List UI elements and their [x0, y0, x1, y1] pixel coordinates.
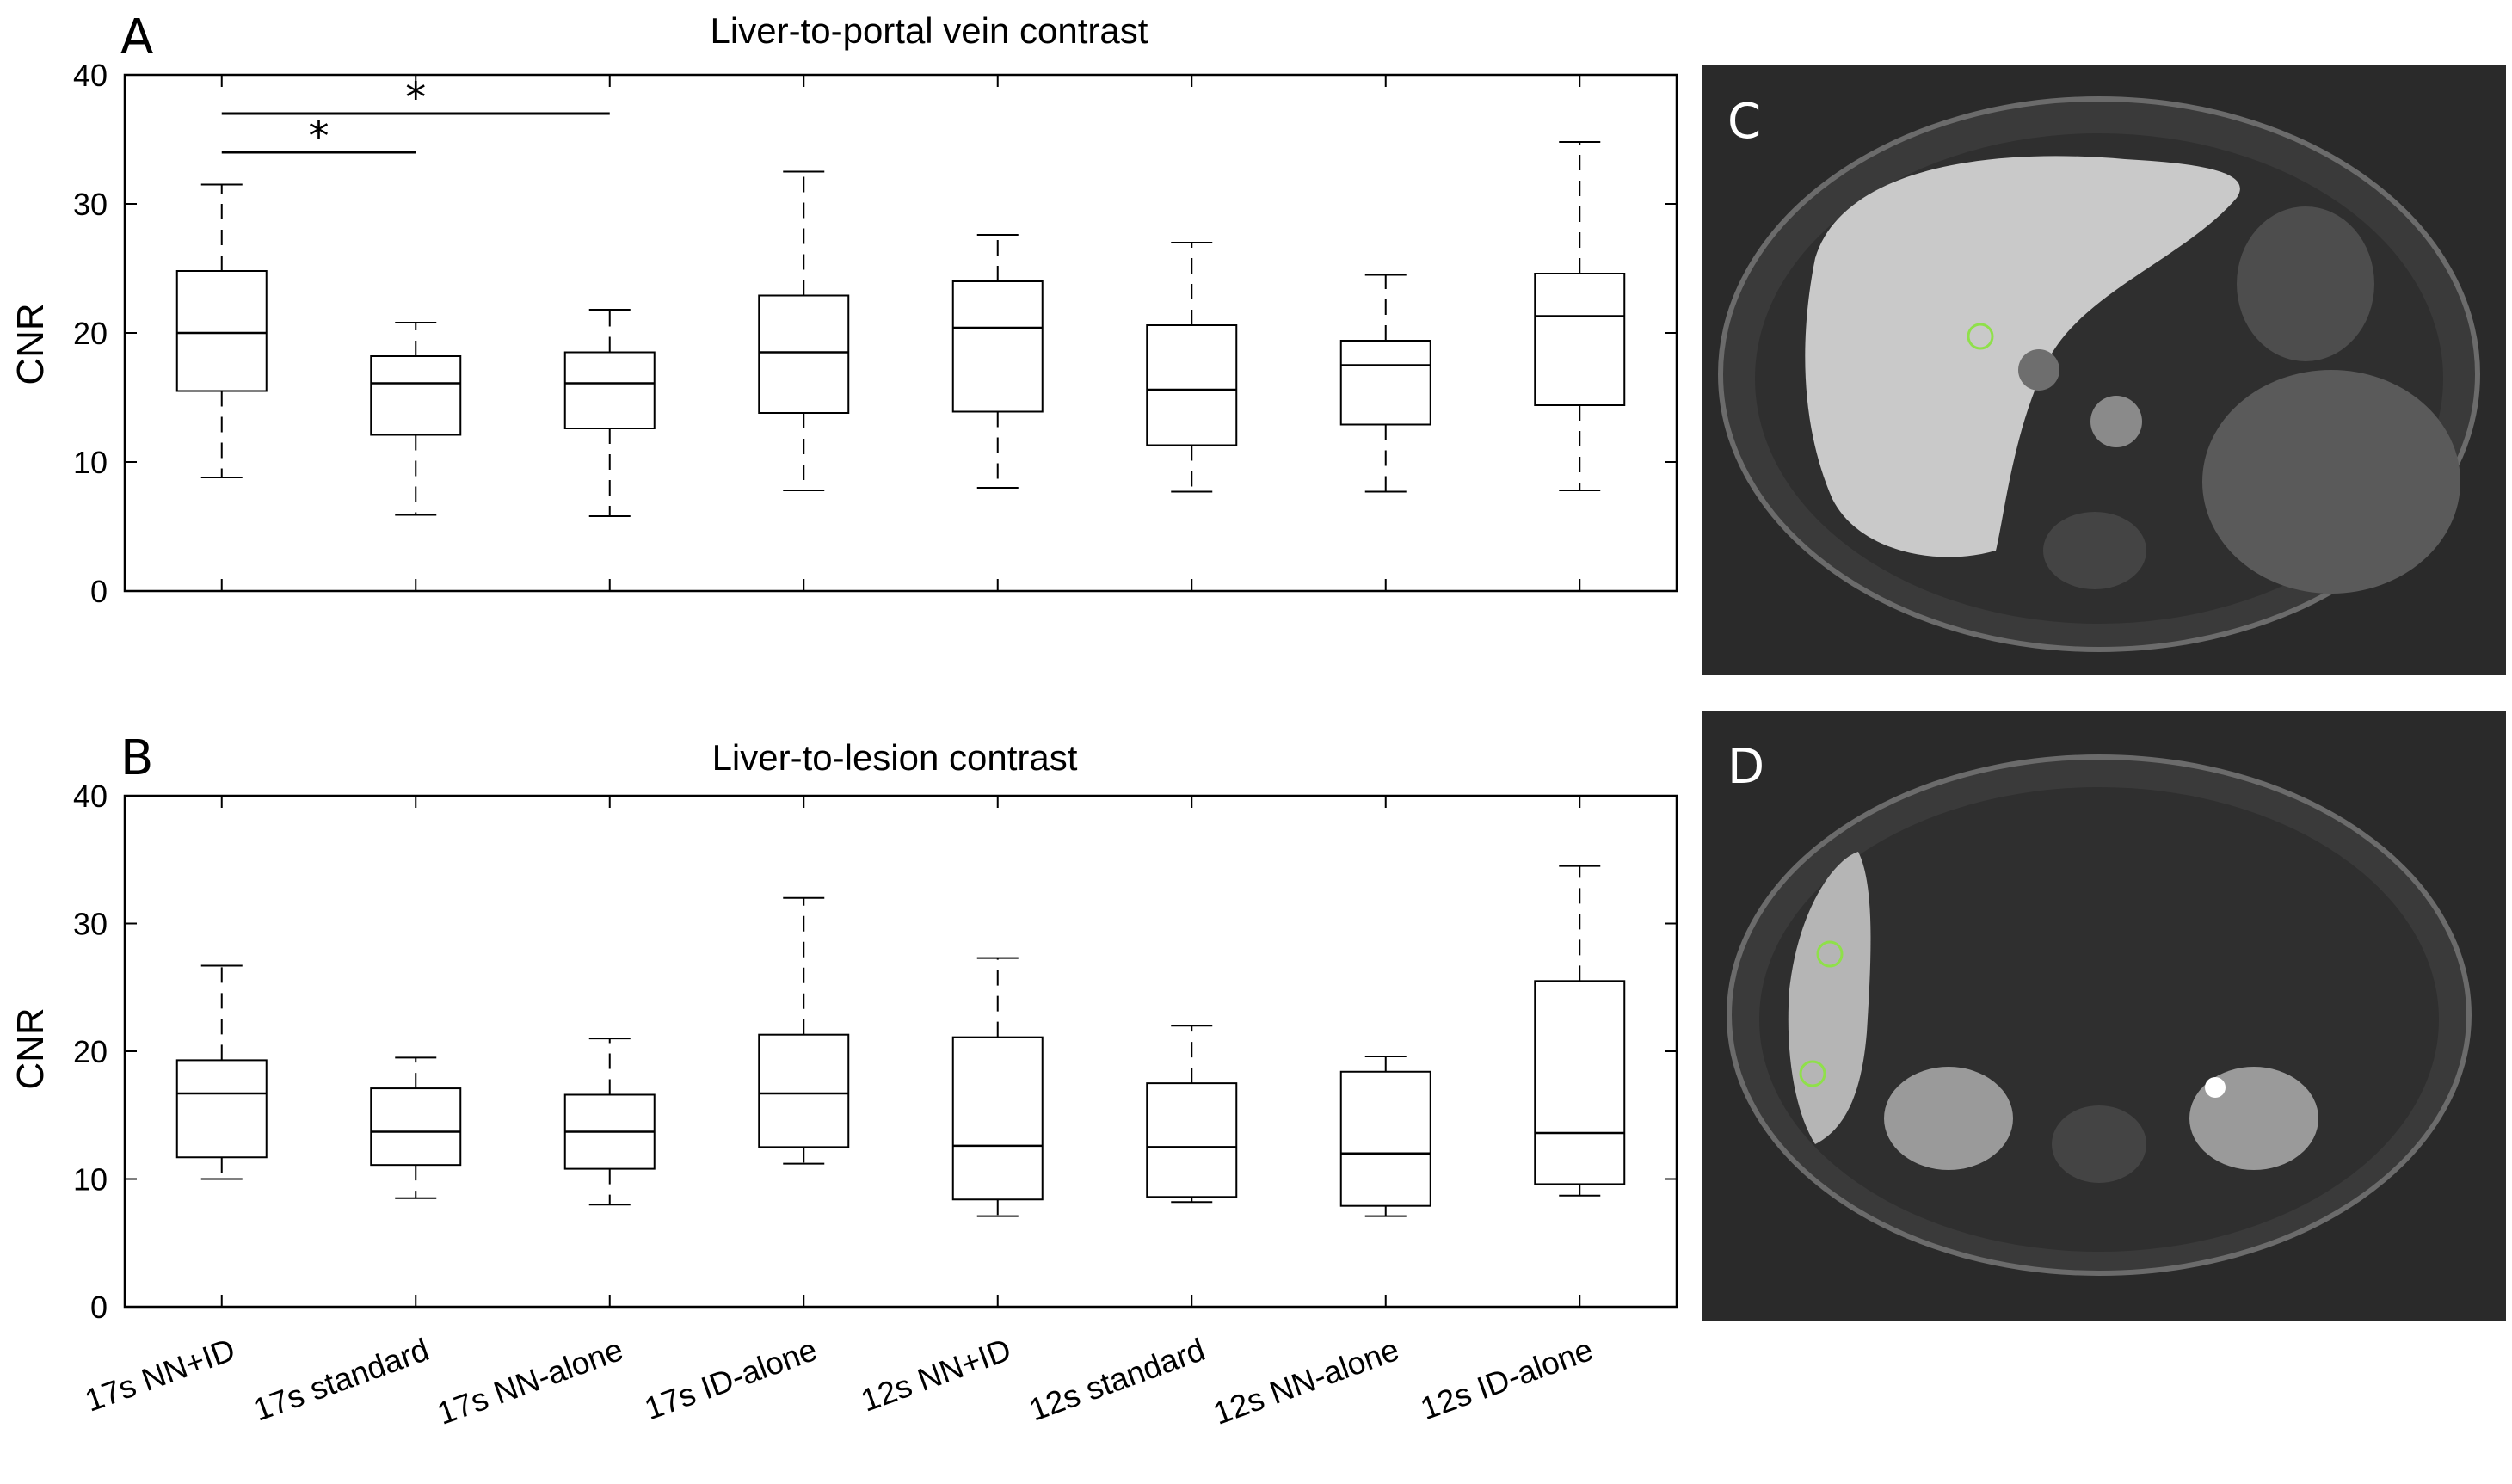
box-2 [370, 1056, 462, 1199]
ytick-label: 10 [73, 445, 108, 480]
iqr-box [1534, 273, 1626, 406]
panel-d-right-kidney [1884, 1067, 2013, 1170]
ytick-label: 0 [90, 574, 108, 609]
x-category-label: 12s ID-alone [1416, 1332, 1598, 1426]
panel-b-ylabel: CNR [9, 1007, 52, 1089]
panel-b-title: Liver-to-lesion contrast [712, 737, 1078, 778]
ytick-label: 30 [73, 907, 108, 942]
x-category-label: 17s NN+ID [80, 1332, 239, 1419]
iqr-box [175, 1059, 268, 1159]
box-7 [1339, 1055, 1431, 1217]
box-6 [1146, 1025, 1238, 1204]
panel-a-chart: A Liver-to-portal vein contrast CNR 0 10 2… [9, 9, 1678, 609]
x-category-label: 17s NN-alone [433, 1332, 628, 1432]
significance-star: * [405, 74, 426, 122]
panel-d-liver-segment [1788, 852, 1871, 1144]
panel-a-yticks: 0 10 20 30 40 [73, 58, 1677, 609]
box-8 [1534, 141, 1626, 491]
panel-b-boxes [175, 865, 1626, 1217]
panel-d-bright-spot [2205, 1077, 2226, 1098]
panel-c-letter: C [1727, 94, 1761, 150]
ytick-label: 20 [73, 1034, 108, 1069]
iqr-box [1534, 980, 1626, 1185]
iqr-box [758, 294, 850, 414]
panel-d-spine [2052, 1105, 2146, 1183]
box-4 [758, 170, 850, 491]
panel-b-letter: B [120, 730, 153, 786]
panel-b-chart: B Liver-to-lesion contrast CNR 0 10 20 30 40… [9, 730, 1678, 1432]
x-category-label: 12s standard [1025, 1332, 1210, 1428]
panel-a-ylabel: CNR [9, 303, 52, 385]
x-category-label: 12s NN-alone [1209, 1332, 1404, 1432]
x-category-label: 17s standard [249, 1332, 434, 1428]
panel-a-title: Liver-to-portal vein contrast [711, 10, 1148, 51]
box-3 [563, 309, 656, 517]
panel-c-stomach [2237, 206, 2374, 361]
ytick-label: 40 [73, 58, 108, 93]
ytick-label: 20 [73, 316, 108, 351]
panel-c-mri-image: C [1702, 65, 2506, 675]
box-1 [175, 964, 268, 1180]
iqr-box [951, 280, 1044, 413]
box-3 [563, 1038, 656, 1206]
panel-b-yticks: 0 10 20 30 40 [73, 779, 1677, 1325]
iqr-box [370, 1087, 462, 1167]
ytick-label: 10 [73, 1162, 108, 1198]
box-2 [370, 322, 462, 516]
box-5 [951, 234, 1044, 489]
x-category-label: 12s NN+ID [856, 1332, 1015, 1419]
significance-star: * [309, 113, 329, 161]
panel-c-liver [1805, 156, 2240, 557]
panel-a-xticks [220, 75, 1581, 591]
iqr-box [951, 1036, 1044, 1201]
iqr-box [1339, 1070, 1431, 1207]
panel-c-aorta [2018, 349, 2059, 391]
panel-d-mri-image: D [1702, 711, 2506, 1321]
panel-c-spine [2043, 512, 2146, 589]
ytick-label: 40 [73, 779, 108, 814]
iqr-box [370, 355, 462, 436]
panel-c-vessel [2090, 396, 2142, 447]
panel-b-axes-frame [123, 794, 1678, 1309]
x-category-label: 17s ID-alone [640, 1332, 822, 1426]
panel-c-roi-circle [1967, 323, 1994, 350]
panel-d-letter: D [1727, 739, 1764, 795]
panel-a-significance: ** [221, 74, 610, 161]
iqr-box [1146, 1082, 1238, 1198]
panel-b-xticks [220, 796, 1581, 1307]
panel-d-roi-circle-1 [1816, 940, 1844, 968]
iqr-box [175, 270, 268, 392]
iqr-box [758, 1033, 850, 1148]
panel-a-letter: A [120, 9, 153, 65]
panel-a-boxes [175, 141, 1626, 517]
box-5 [951, 957, 1044, 1217]
box-8 [1534, 865, 1626, 1197]
box-6 [1146, 242, 1238, 493]
panel-d-roi-circle-2 [1799, 1060, 1826, 1087]
box-1 [175, 183, 268, 478]
iqr-box [1339, 340, 1431, 426]
ytick-label: 30 [73, 187, 108, 222]
ytick-label: 0 [90, 1290, 108, 1325]
iqr-box [563, 351, 656, 429]
panel-c-spleen [2202, 370, 2460, 594]
iqr-box [1146, 324, 1238, 446]
box-4 [758, 896, 850, 1165]
box-7 [1339, 274, 1431, 493]
